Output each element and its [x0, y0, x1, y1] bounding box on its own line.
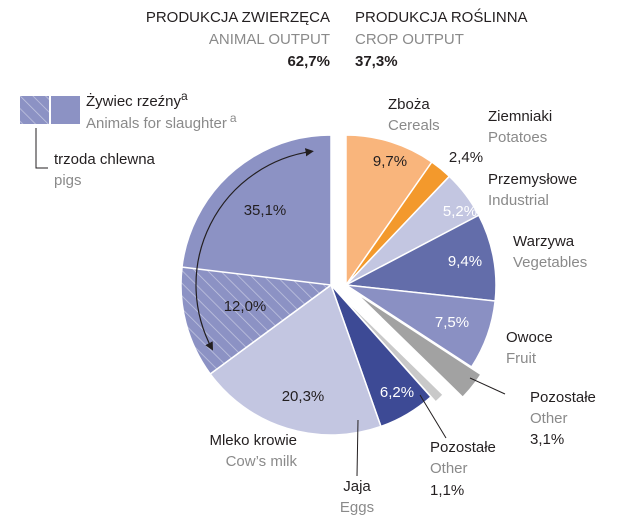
sub-legend-label: trzoda chlewna: [54, 151, 156, 168]
slice-label: Przemysłowe: [488, 171, 577, 188]
value-label: 5,2%: [443, 203, 477, 220]
group-value: 37,3%: [355, 53, 398, 70]
pie-slice: [354, 291, 483, 399]
pie-slice: [209, 283, 382, 436]
slice-label: Mleko krowie: [209, 432, 297, 449]
slice-label-en: Industrial: [488, 192, 549, 209]
legend-swatch-hatched: [20, 96, 49, 124]
slice-label: Zboża: [388, 96, 430, 113]
value-label: 20,3%: [282, 388, 325, 405]
leader-line: [469, 377, 506, 395]
slice-label: Jaja: [343, 478, 371, 495]
leader-line: [356, 419, 359, 477]
slice-label-en: Cereals: [388, 117, 440, 134]
pie-slice: [335, 289, 445, 404]
group-title-en: CROP OUTPUT: [355, 31, 464, 48]
value-label: 6,2%: [380, 384, 414, 401]
legend-swatch: [51, 96, 80, 124]
legend-label-en: Animals for slaughter a: [86, 111, 237, 132]
value-label: 9,7%: [373, 153, 407, 170]
slice-label-en: Vegetables: [513, 254, 587, 271]
value-label: 35,1%: [244, 202, 287, 219]
slice-label-en: Potatoes: [488, 129, 547, 146]
slice-label: Warzywa: [513, 233, 575, 250]
leader-line: [419, 394, 447, 439]
slice-label-en: Cow’s milk: [226, 453, 298, 470]
group-title-en: ANIMAL OUTPUT: [209, 31, 330, 48]
slice-label: Pozostałe: [530, 389, 596, 406]
slice-label-en: Other: [430, 460, 468, 477]
group-title: PRODUKCJA ZWIERZĘCA: [146, 9, 330, 26]
slice-label-en: Other: [530, 410, 568, 427]
value-label: 1,1%: [430, 482, 464, 499]
legend-bracket: [35, 128, 48, 169]
value-label: 7,5%: [435, 314, 469, 331]
pie-slice: [343, 214, 497, 302]
group-title: PRODUKCJA ROŚLINNA: [355, 8, 528, 26]
slice-label-en: Fruit: [506, 350, 537, 367]
arrow: [195, 148, 314, 351]
pie: [180, 134, 497, 436]
group-value: 62,7%: [287, 53, 330, 70]
value-label: 2,4%: [449, 149, 483, 166]
sub-legend-label-en: pigs: [54, 172, 82, 189]
value-label: 12,0%: [224, 298, 267, 315]
value-label: 3,1%: [530, 431, 564, 448]
slice-label: Ziemniaki: [488, 108, 552, 125]
pie-slice: [345, 134, 433, 288]
slice-label: Owoce: [506, 329, 553, 346]
pie-slice: [345, 284, 496, 368]
slice-label-en: Eggs: [340, 499, 374, 516]
legend-label: Żywiec rzeźnya: [86, 89, 188, 110]
labels: 9,7% Zboża Cereals 2,4% Ziemniaki Potatoes 5,2…: [209, 96, 595, 516]
slice-label: Pozostałe: [430, 439, 496, 456]
value-label: 9,4%: [448, 253, 482, 270]
